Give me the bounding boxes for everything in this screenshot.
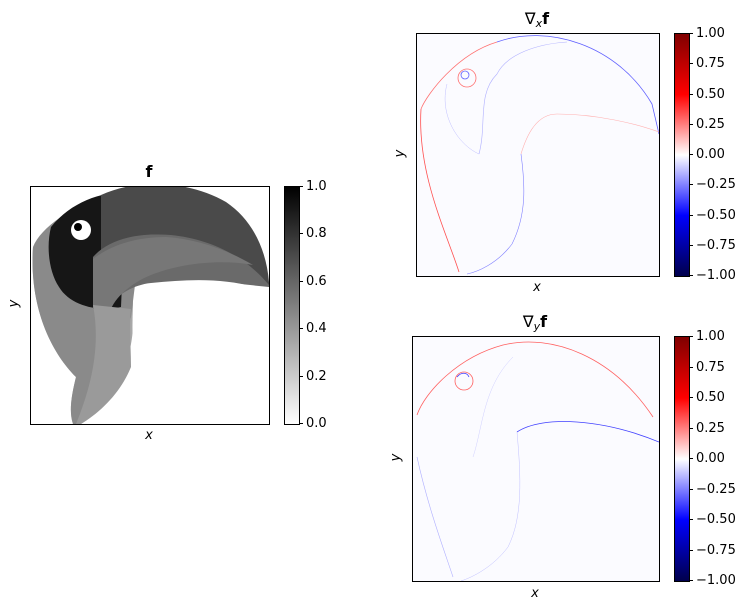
ylabel-gradx: y [392, 149, 408, 158]
colorbar-tick-mark [689, 275, 693, 276]
colorbar-tick-mark [689, 154, 693, 155]
colorbar-gradx [674, 33, 690, 277]
colorbar-tick-mark [689, 336, 693, 337]
colorbar-tick-mark [689, 124, 693, 125]
colorbar-tick-mark [689, 428, 693, 429]
chart-title-gradx: ∇xf [524, 9, 550, 30]
colorbar-tick-label: 0.00 [696, 451, 725, 466]
colorbar-tick-label: 1.00 [696, 26, 725, 41]
colorbar-tick-mark [299, 328, 303, 329]
gradx-image [417, 34, 659, 276]
colorbar-tick-mark [299, 281, 303, 282]
colorbar-grady [674, 336, 690, 582]
colorbar-tick-label: −1.00 [696, 268, 736, 283]
colorbar-f [284, 186, 300, 425]
colorbar-tick-label: −0.75 [696, 238, 736, 253]
image-gradx [416, 33, 660, 277]
image-grady [412, 336, 660, 582]
colorbar-tick-mark [299, 376, 303, 377]
colorbar-tick-label: 1.0 [306, 179, 327, 194]
chart-title-f: f [145, 162, 153, 181]
colorbar-tick-label: 0.2 [306, 369, 327, 384]
colorbar-tick-label: −0.75 [696, 543, 736, 558]
colorbar-tick-mark [689, 458, 693, 459]
colorbar-tick-label: 0.75 [696, 56, 725, 71]
toucan-image [31, 187, 269, 424]
colorbar-tick-label: 1.00 [696, 329, 725, 344]
colorbar-tick-mark [689, 519, 693, 520]
colorbar-tick-mark [689, 550, 693, 551]
ylabel-grady: y [388, 453, 404, 462]
colorbar-tick-label: −0.25 [696, 177, 736, 192]
xlabel-f: x [145, 428, 153, 443]
ylabel-f: y [6, 299, 22, 308]
colorbar-tick-label: 0.8 [306, 226, 327, 241]
colorbar-tick-mark [689, 63, 693, 64]
colorbar-tick-label: 0.6 [306, 274, 327, 289]
colorbar-tick-mark [299, 423, 303, 424]
colorbar-tick-mark [689, 184, 693, 185]
colorbar-tick-mark [689, 94, 693, 95]
chart-title-grady: ∇yf [522, 312, 548, 333]
colorbar-tick-label: 0.00 [696, 147, 725, 162]
colorbar-tick-mark [689, 489, 693, 490]
colorbar-tick-label: 0.0 [306, 416, 327, 431]
grady-image [413, 337, 659, 581]
colorbar-tick-label: 0.50 [696, 390, 725, 405]
colorbar-tick-label: −0.50 [696, 208, 736, 223]
colorbar-tick-label: −0.25 [696, 482, 736, 497]
colorbar-tick-label: 0.4 [306, 321, 327, 336]
colorbar-tick-label: −0.50 [696, 512, 736, 527]
xlabel-grady: x [531, 586, 539, 601]
colorbar-tick-label: 0.50 [696, 87, 725, 102]
colorbar-tick-mark [299, 233, 303, 234]
colorbar-tick-label: 0.25 [696, 421, 725, 436]
colorbar-tick-label: 0.25 [696, 117, 725, 132]
colorbar-tick-mark [689, 397, 693, 398]
colorbar-tick-mark [689, 580, 693, 581]
image-f [30, 186, 270, 425]
colorbar-tick-mark [299, 186, 303, 187]
colorbar-tick-mark [689, 245, 693, 246]
colorbar-tick-mark [689, 215, 693, 216]
colorbar-tick-mark [689, 367, 693, 368]
colorbar-tick-label: 0.75 [696, 360, 725, 375]
xlabel-gradx: x [533, 280, 541, 295]
colorbar-tick-label: −1.00 [696, 573, 736, 588]
colorbar-tick-mark [689, 33, 693, 34]
